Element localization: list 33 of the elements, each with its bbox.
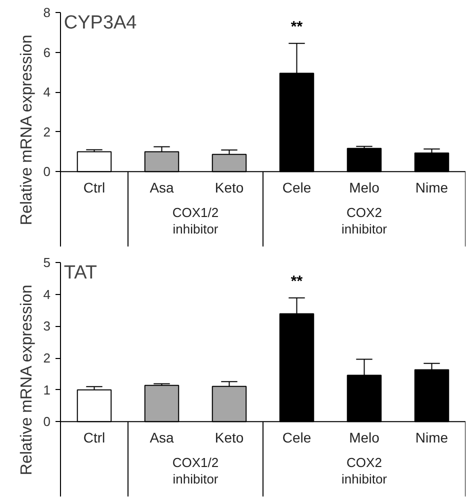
y-tick-label: 6 (43, 44, 51, 60)
y-tick-label: 4 (43, 84, 51, 100)
y-tick-label: 2 (43, 124, 51, 140)
y-axis-title: Relative mRNA expression (18, 34, 36, 226)
y-tick-label: 8 (43, 5, 51, 20)
y-tick-label: 3 (43, 318, 51, 334)
y-axis-title: Relative mRNA expression (18, 284, 36, 476)
chart-title: TAT (64, 262, 98, 284)
annotation: ** (290, 272, 303, 290)
x-tick-label: Nime (415, 430, 448, 446)
y-tick-label: 1 (43, 382, 51, 398)
x-tick-label: Nime (415, 180, 448, 196)
y-tick-label: 4 (43, 286, 51, 302)
y-tick-label: 0 (43, 164, 51, 180)
text: COX1/2 inhibitor (172, 455, 219, 487)
x-tick-label: Melo (349, 430, 380, 446)
y-tick-label: 0 (43, 414, 51, 430)
text: COX1/2 inhibitor (172, 205, 219, 237)
x-tick-label: Cele (282, 430, 312, 446)
text: COX2 inhibitor (341, 455, 388, 487)
y-tick-label: 2 (43, 350, 51, 366)
annotation: ** (290, 18, 303, 36)
x-tick-label: Ctrl (83, 180, 106, 196)
y-tick-label: 5 (43, 255, 51, 270)
chart-title: CYP3A4 (64, 12, 138, 34)
x-tick-label: Ctrl (83, 430, 106, 446)
x-tick-label: Asa (150, 180, 174, 196)
x-tick-label: Asa (150, 430, 174, 446)
x-tick-label: Cele (282, 180, 312, 196)
x-tick-label: Melo (349, 180, 380, 196)
x-tick-label: Keto (214, 430, 244, 446)
x-tick-label: Keto (214, 180, 244, 196)
text: COX2 inhibitor (341, 205, 388, 237)
